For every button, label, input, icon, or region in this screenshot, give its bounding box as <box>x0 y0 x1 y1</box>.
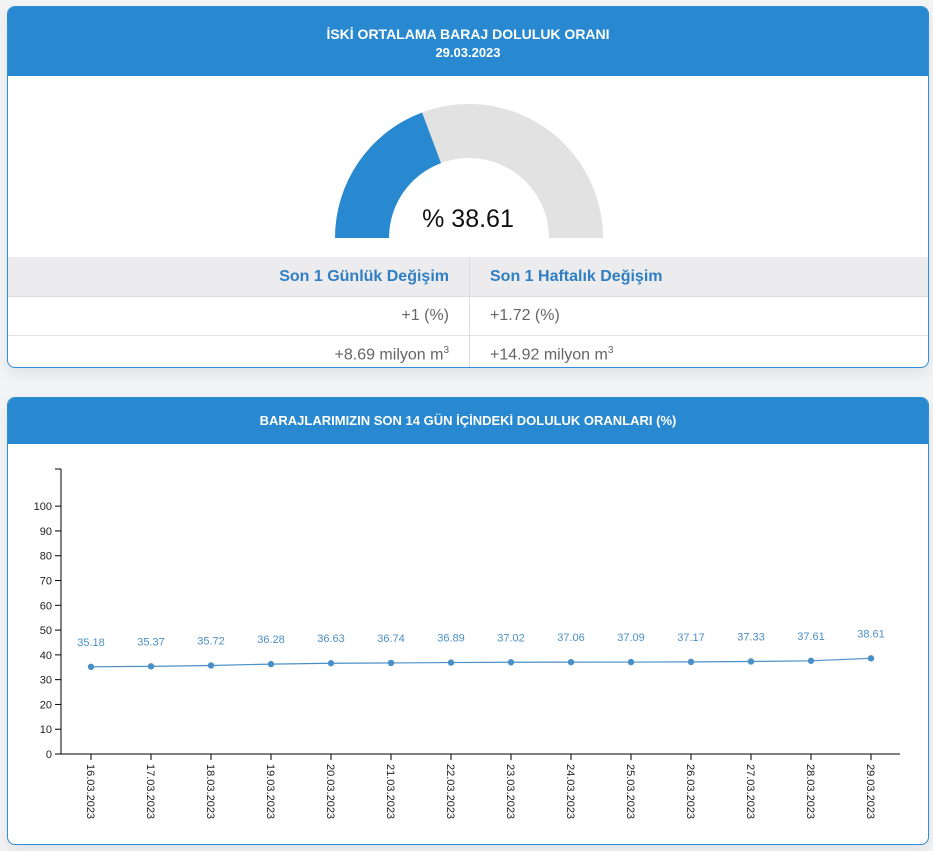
line-chart: 0 10 20 30 40 50 60 70 80 90 100 16.03.2023 17.03.20… <box>34 468 900 819</box>
gauge-svg <box>335 104 603 238</box>
chart-header: BARAJLARIMIZIN SON 14 GÜN İÇİNDEKİ DOLUL… <box>8 398 928 444</box>
data-point <box>747 658 755 665</box>
data-point <box>567 658 575 666</box>
data-label: 37.02 <box>497 632 525 644</box>
data-point <box>447 659 455 666</box>
daily-change-percent: +1 (%) <box>8 296 470 336</box>
table-header-row: Son 1 Günlük Değişim Son 1 Haftalık Deği… <box>8 257 928 297</box>
y-tick-label: 50 <box>40 625 52 637</box>
daily-change-volume: +8.69 milyon m3 <box>8 335 470 367</box>
x-tick-label: 20.03.2023 <box>324 764 336 819</box>
data-label: 35.37 <box>137 636 165 648</box>
gauge: % 38.61 <box>8 96 928 246</box>
data-point <box>327 660 335 667</box>
data-label: 37.06 <box>557 632 585 644</box>
x-tick-label: 24.03.2023 <box>564 764 576 819</box>
card-title: İSKİ ORTALAMA BARAJ DOLULUK ORANI <box>326 26 610 42</box>
data-point <box>867 655 875 662</box>
y-tick-label: 60 <box>40 600 52 612</box>
data-label: 36.89 <box>437 633 465 645</box>
y-tick-label: 0 <box>46 749 52 761</box>
card-date: 29.03.2023 <box>435 45 501 60</box>
x-tick-label: 18.03.2023 <box>204 764 216 819</box>
data-label: 36.63 <box>317 633 345 645</box>
y-tick-label: 20 <box>40 699 52 711</box>
y-tick-label: 30 <box>40 675 52 687</box>
data-label: 35.18 <box>77 637 105 649</box>
trend-chart-card: BARAJLARIMIZIN SON 14 GÜN İÇİNDEKİ DOLUL… <box>7 397 929 845</box>
x-tick-label: 29.03.2023 <box>864 764 876 819</box>
series-line <box>90 657 872 668</box>
unit-superscript: 3 <box>607 345 614 357</box>
data-point <box>207 662 215 669</box>
gauge-value: % 38.61 <box>422 205 514 233</box>
unit-superscript: 3 <box>443 345 449 357</box>
data-label: 36.74 <box>377 633 405 645</box>
y-tick-label: 80 <box>40 551 52 563</box>
dam-occupancy-card: İSKİ ORTALAMA BARAJ DOLULUK ORANI 29.03.… <box>7 6 929 368</box>
data-point <box>87 663 95 671</box>
table-row: +8.69 milyon m3 +14.92 milyon m3 <box>8 335 929 368</box>
weekly-volume-text: +14.92 milyon m <box>490 346 608 364</box>
data-label: 37.61 <box>797 631 825 643</box>
data-label: 38.61 <box>857 628 885 640</box>
data-label: 36.28 <box>257 634 285 646</box>
gauge-fill <box>335 112 441 238</box>
data-point <box>267 660 275 668</box>
x-tick-label: 17.03.2023 <box>144 764 156 819</box>
y-tick-label: 10 <box>40 724 52 736</box>
data-point <box>507 659 515 666</box>
x-tick-label: 23.03.2023 <box>504 764 516 819</box>
data-point <box>147 663 155 670</box>
x-tick-label: 26.03.2023 <box>684 764 696 819</box>
data-label: 37.17 <box>677 632 705 644</box>
y-tick-label: 90 <box>40 526 52 538</box>
change-table: Son 1 Günlük Değişim Son 1 Haftalık Deği… <box>8 257 929 368</box>
weekly-change-header: Son 1 Haftalık Değişim <box>469 257 928 297</box>
x-tick-label: 28.03.2023 <box>804 764 816 819</box>
x-tick-label: 22.03.2023 <box>444 764 456 819</box>
card-header: İSKİ ORTALAMA BARAJ DOLULUK ORANI 29.03.… <box>8 7 928 76</box>
x-tick-label: 19.03.2023 <box>264 764 276 819</box>
table-row: +1 (%) +1.72 (%) <box>8 296 928 336</box>
y-tick-label: 40 <box>40 650 52 662</box>
weekly-change-volume: +14.92 milyon m3 <box>470 336 929 368</box>
y-tick-label: 100 <box>34 501 52 513</box>
x-tick-label: 27.03.2023 <box>744 764 756 819</box>
weekly-change-percent: +1.72 (%) <box>469 296 928 336</box>
x-tick-label: 16.03.2023 <box>84 764 96 819</box>
data-label: 35.72 <box>197 635 225 647</box>
y-tick-label: 70 <box>40 576 52 588</box>
x-tick-label: 21.03.2023 <box>384 764 396 819</box>
daily-volume-text: +8.69 milyon m <box>334 346 444 364</box>
data-point <box>387 659 395 667</box>
data-point <box>687 658 695 666</box>
data-point <box>807 657 815 664</box>
data-label: 37.09 <box>617 632 645 644</box>
data-point <box>627 658 635 666</box>
chart-title: BARAJLARIMIZIN SON 14 GÜN İÇİNDEKİ DOLUL… <box>259 413 677 428</box>
x-tick-label: 25.03.2023 <box>624 764 636 819</box>
daily-change-header: Son 1 Günlük Değişim <box>8 257 470 297</box>
data-label: 37.33 <box>737 631 765 643</box>
